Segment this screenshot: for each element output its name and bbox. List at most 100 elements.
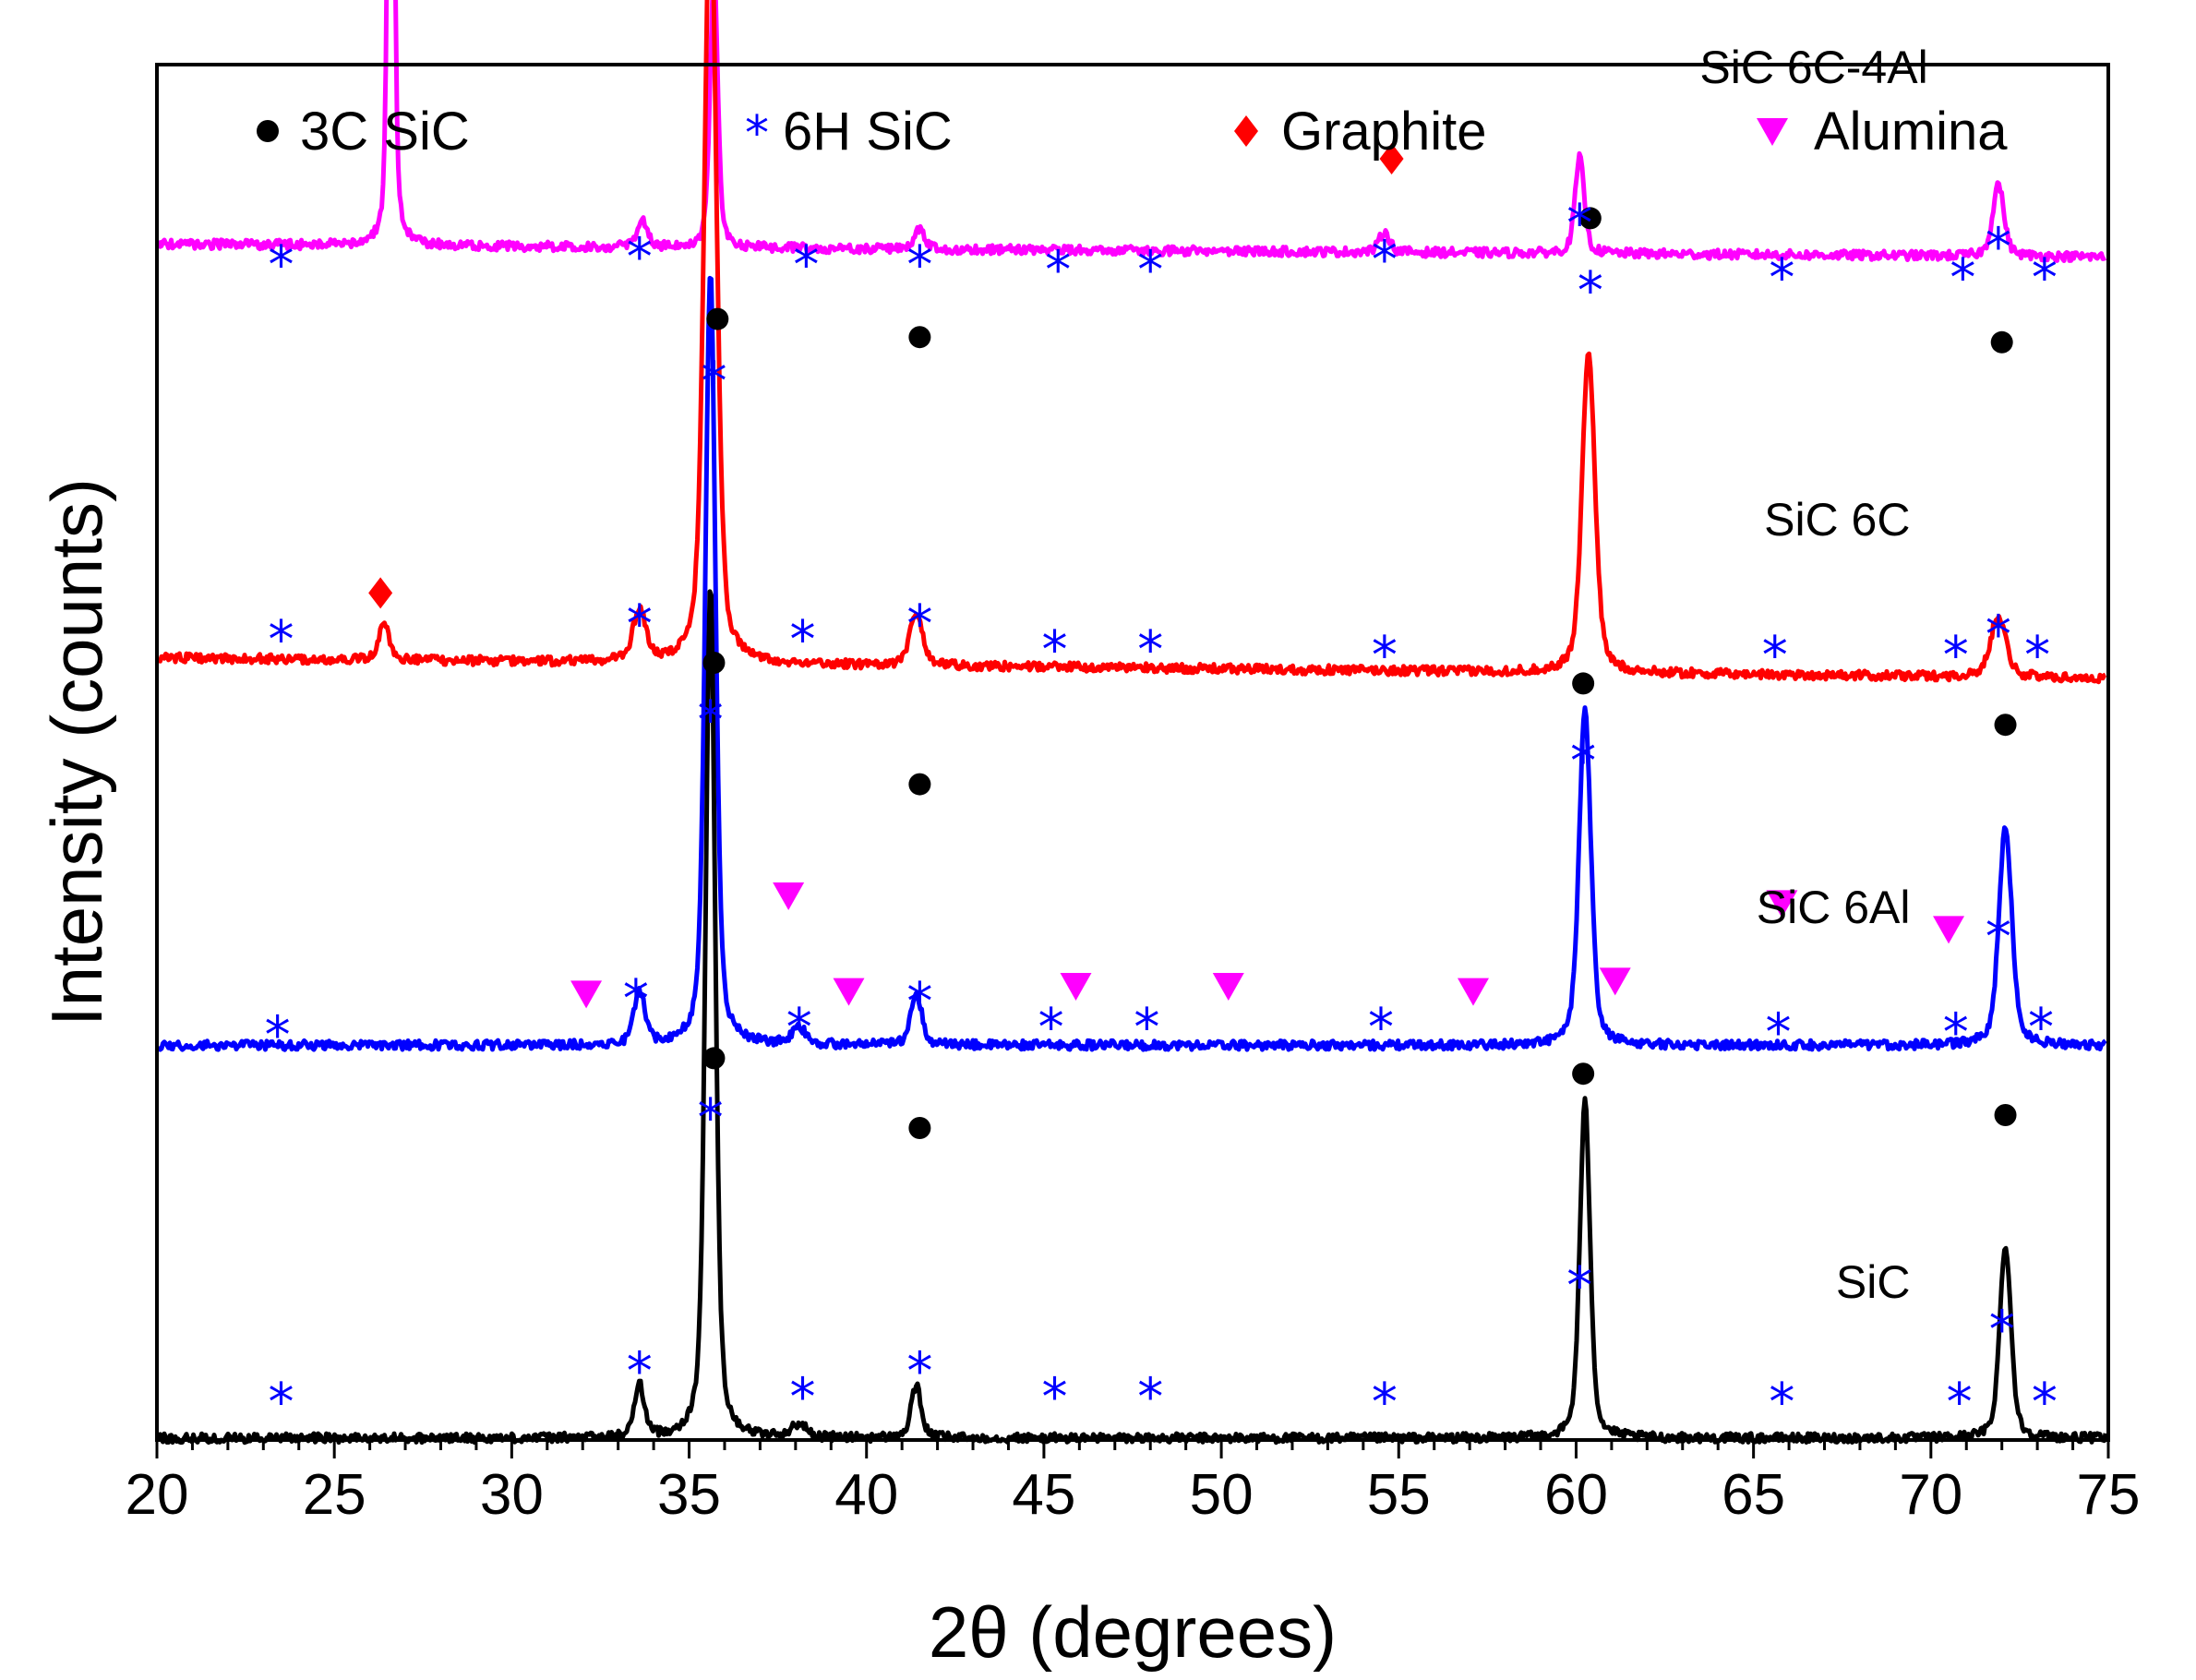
x-axis-ticks: 20 25 30 35 40 45 50 55 60 65 70 75 bbox=[126, 1440, 2141, 1527]
marker-6h-sic: * bbox=[2032, 248, 2058, 308]
marker-3c-sic bbox=[908, 326, 931, 349]
marker-6h-sic: * bbox=[1137, 620, 1163, 680]
x-tick-label: 70 bbox=[1899, 1463, 1962, 1527]
x-tick-label: 40 bbox=[834, 1463, 898, 1527]
marker-6h-sic: * bbox=[269, 235, 294, 295]
legend-symbol-diamond bbox=[1234, 115, 1258, 147]
series-line-sic-6al bbox=[156, 275, 2107, 1052]
series-line-sic-6c bbox=[158, 0, 2107, 685]
marker-3c-sic bbox=[1572, 1062, 1595, 1086]
marker-6h-sic: * bbox=[1947, 1373, 1973, 1433]
x-axis-label: 2θ (degrees) bbox=[929, 1591, 1337, 1673]
x-tick-label: 25 bbox=[303, 1463, 366, 1527]
x-tick-label: 60 bbox=[1544, 1463, 1608, 1527]
marker-3c-sic bbox=[1578, 207, 1602, 230]
marker-6h-sic: * bbox=[793, 235, 819, 295]
x-tick-label: 75 bbox=[2077, 1463, 2141, 1527]
marker-alumina bbox=[1599, 967, 1631, 996]
marker-6h-sic: * bbox=[790, 1367, 816, 1427]
marker-6h-sic: * bbox=[1137, 241, 1163, 301]
marker-6h-sic: * bbox=[269, 1373, 294, 1433]
marker-alumina bbox=[1766, 890, 1798, 918]
marker-6h-sic: * bbox=[1566, 1256, 1592, 1316]
y-axis-label: Intensity (counts) bbox=[36, 478, 117, 1026]
marker-6h-sic: * bbox=[2024, 626, 2050, 686]
marker-alumina bbox=[1212, 973, 1244, 1001]
plot-frame bbox=[155, 63, 2110, 1442]
marker-6h-sic: * bbox=[1578, 261, 1603, 321]
series-label: SiC bbox=[1836, 1256, 1911, 1308]
marker-6h-sic: * bbox=[1986, 907, 2011, 967]
marker-6h-sic: * bbox=[786, 998, 812, 1058]
marker-6h-sic: * bbox=[906, 235, 932, 295]
series-label: SiC 6Al bbox=[1757, 882, 1911, 933]
marker-6h-sic: * bbox=[906, 594, 932, 654]
marker-6h-sic: * bbox=[1989, 1301, 2015, 1361]
marker-3c-sic bbox=[908, 1117, 931, 1139]
x-tick-label: 20 bbox=[126, 1463, 189, 1527]
series-line-sic-6c-4al bbox=[156, 0, 2107, 263]
marker-6h-sic: * bbox=[1943, 1003, 1969, 1063]
marker-3c-sic bbox=[1990, 330, 2013, 354]
series-line-sic bbox=[156, 589, 2108, 1446]
marker-6h-sic: * bbox=[1766, 1003, 1792, 1063]
marker-alumina bbox=[1457, 978, 1489, 1006]
legend-label: Graphite bbox=[1281, 102, 1486, 162]
marker-6h-sic: * bbox=[906, 1341, 932, 1401]
legend-symbol-asterisk: * bbox=[745, 106, 769, 162]
marker-6h-sic: * bbox=[1137, 1367, 1163, 1427]
series-label: SiC 6C-4Al bbox=[1699, 42, 1927, 93]
marker-6h-sic: * bbox=[698, 690, 724, 750]
legend-symbol-circle bbox=[257, 120, 279, 142]
marker-3c-sic bbox=[1572, 672, 1595, 695]
marker-6h-sic: * bbox=[1038, 998, 1064, 1058]
marker-alumina bbox=[570, 980, 603, 1009]
marker-alumina bbox=[1933, 916, 1965, 944]
x-tick-label: 35 bbox=[657, 1463, 721, 1527]
marker-alumina bbox=[773, 882, 805, 910]
marker-6h-sic: * bbox=[1762, 626, 1788, 686]
marker-6h-sic: * bbox=[627, 1341, 653, 1401]
marker-3c-sic bbox=[1994, 714, 2017, 737]
x-tick-label: 30 bbox=[480, 1463, 544, 1527]
marker-6h-sic: * bbox=[906, 972, 932, 1032]
marker-6h-sic: * bbox=[701, 352, 726, 412]
marker-alumina bbox=[833, 978, 865, 1006]
marker-6h-sic: * bbox=[1950, 248, 1975, 308]
marker-6h-sic: * bbox=[1986, 217, 2011, 277]
marker-6h-sic: * bbox=[1769, 1373, 1794, 1433]
marker-6h-sic: * bbox=[1943, 626, 1969, 686]
legend-symbol-triangle bbox=[1757, 118, 1788, 146]
marker-6h-sic: * bbox=[1045, 241, 1071, 301]
series-layer bbox=[156, 0, 2108, 1446]
legend-label: 6H SiC bbox=[783, 102, 953, 162]
marker-6h-sic: * bbox=[1368, 998, 1394, 1058]
marker-6h-sic: * bbox=[269, 610, 294, 670]
marker-6h-sic: * bbox=[1041, 1367, 1067, 1427]
x-tick-label: 65 bbox=[1722, 1463, 1785, 1527]
marker-6h-sic: * bbox=[790, 610, 816, 670]
marker-graphite bbox=[368, 577, 393, 609]
marker-3c-sic bbox=[908, 773, 931, 796]
series-label: SiC 6C bbox=[1764, 494, 1910, 546]
marker-6h-sic: * bbox=[265, 1005, 291, 1065]
legend: 3C SiC * 6H SiC Graphite Alumina bbox=[257, 102, 2008, 162]
marker-6h-sic: * bbox=[1986, 605, 2011, 665]
marker-6h-sic: * bbox=[627, 228, 653, 288]
marker-6h-sic: * bbox=[1372, 626, 1398, 686]
marker-3c-sic bbox=[702, 1047, 726, 1070]
marker-6h-sic: * bbox=[2032, 1373, 2058, 1433]
marker-6h-sic: * bbox=[1769, 248, 1794, 308]
marker-6h-sic: * bbox=[1570, 732, 1596, 792]
marker-6h-sic: * bbox=[627, 594, 653, 654]
x-tick-label: 50 bbox=[1190, 1463, 1254, 1527]
marker-layer: * * * * * * * * * * * * * * * * * * * * * * * * * * * * * * * * * * * * * * * *… bbox=[265, 143, 2058, 1433]
marker-6h-sic: * bbox=[1134, 998, 1159, 1058]
legend-label: Alumina bbox=[1814, 102, 2008, 162]
marker-6h-sic: * bbox=[1566, 194, 1592, 254]
marker-6h-sic: * bbox=[698, 1088, 724, 1148]
marker-alumina bbox=[1060, 973, 1092, 1001]
marker-6h-sic: * bbox=[2028, 998, 2054, 1058]
